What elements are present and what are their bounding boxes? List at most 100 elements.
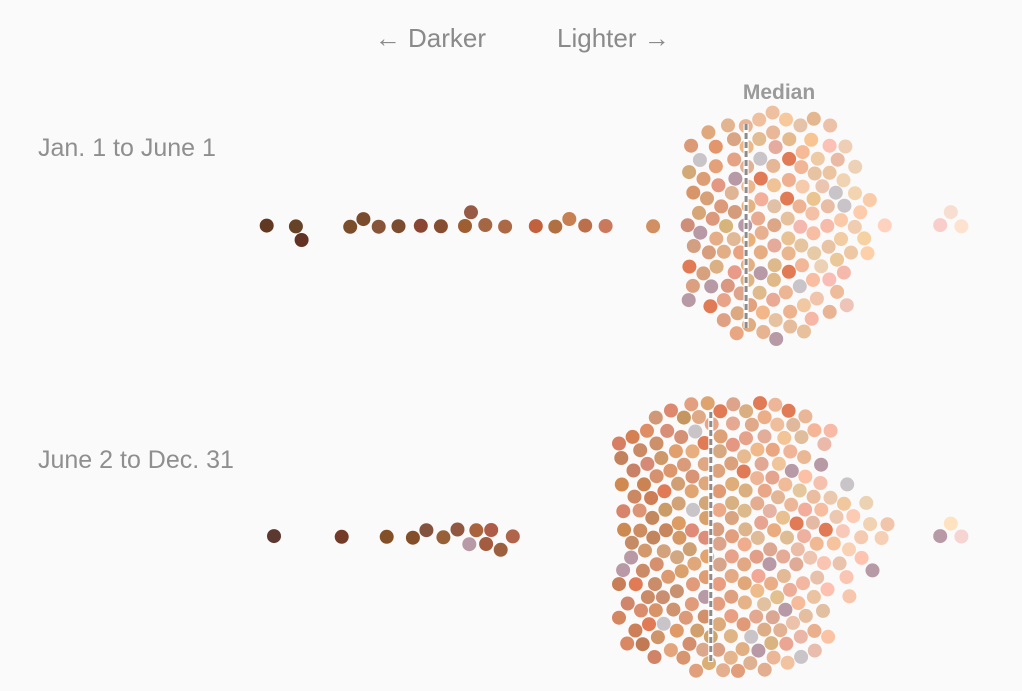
data-point	[688, 424, 703, 439]
data-point	[685, 444, 700, 459]
data-point	[671, 496, 686, 511]
data-point	[778, 477, 793, 492]
data-point	[754, 192, 769, 207]
data-point	[663, 463, 678, 478]
data-point	[288, 219, 303, 234]
data-point	[686, 502, 700, 517]
data-point	[704, 279, 719, 294]
data-point	[818, 522, 833, 537]
data-point	[469, 523, 484, 538]
data-point	[724, 609, 739, 624]
data-point	[676, 410, 691, 425]
data-point	[779, 112, 793, 127]
data-point	[739, 431, 753, 446]
data-point	[724, 549, 739, 564]
data-point	[405, 530, 420, 545]
data-point	[814, 457, 829, 472]
axis-label-lighter: Lighter →	[557, 23, 670, 53]
dots-layer	[259, 105, 969, 678]
median-layer	[708, 124, 749, 662]
data-point	[783, 444, 798, 459]
data-point	[820, 218, 835, 233]
data-point	[725, 437, 740, 452]
data-point	[713, 429, 728, 444]
data-point	[450, 522, 465, 537]
data-point	[727, 205, 742, 219]
data-point	[343, 219, 358, 234]
data-point	[711, 642, 726, 657]
data-point	[762, 504, 777, 518]
data-point	[778, 285, 793, 300]
data-point	[686, 577, 700, 592]
data-point	[792, 483, 807, 498]
data-point	[757, 483, 772, 498]
data-point	[786, 615, 800, 630]
data-point	[720, 278, 735, 293]
data-point	[794, 430, 809, 445]
data-point	[632, 503, 647, 518]
data-point	[770, 590, 785, 605]
data-point	[458, 219, 472, 233]
data-point	[806, 589, 821, 604]
data-point	[379, 529, 394, 544]
data-point	[391, 219, 406, 234]
data-point	[767, 199, 782, 214]
data-point	[730, 306, 745, 321]
data-point	[798, 469, 813, 484]
data-point	[371, 219, 386, 234]
data-point	[725, 477, 740, 491]
data-point	[750, 583, 765, 598]
data-point	[684, 138, 699, 153]
data-point	[674, 564, 689, 579]
data-point	[767, 218, 782, 233]
data-point	[854, 550, 869, 565]
data-point	[479, 537, 494, 551]
data-point	[776, 549, 791, 564]
data-point	[612, 436, 626, 451]
data-point	[716, 244, 731, 259]
data-point	[865, 563, 880, 578]
data-point	[649, 469, 664, 484]
data-point	[784, 463, 799, 478]
data-point	[685, 469, 700, 484]
data-point	[682, 542, 697, 557]
data-point	[837, 198, 852, 213]
data-point	[635, 563, 650, 578]
data-point	[736, 464, 751, 479]
data-point	[839, 570, 854, 585]
data-point	[776, 569, 791, 583]
data-point	[765, 105, 780, 120]
data-point	[712, 503, 727, 517]
data-point	[628, 577, 643, 592]
data-point	[663, 643, 678, 658]
data-point	[716, 313, 731, 328]
data-point	[713, 404, 728, 419]
data-point	[933, 529, 948, 544]
data-point	[635, 637, 650, 652]
data-point	[793, 629, 808, 644]
data-point	[696, 171, 711, 186]
data-point	[674, 430, 689, 444]
data-point	[753, 396, 767, 411]
data-point	[711, 463, 726, 478]
data-point	[505, 529, 520, 544]
data-point	[815, 179, 830, 194]
data-point	[750, 496, 765, 511]
data-point	[738, 522, 753, 537]
data-point	[712, 444, 727, 459]
data-point	[792, 199, 807, 214]
data-point	[769, 332, 784, 346]
data-point	[749, 549, 764, 564]
data-point	[795, 258, 809, 273]
data-point	[684, 597, 699, 612]
data-point	[795, 145, 810, 160]
data-point	[578, 218, 593, 233]
data-point	[757, 410, 772, 425]
data-point	[751, 569, 766, 583]
data-point	[857, 231, 872, 246]
data-point	[839, 298, 854, 313]
data-point	[737, 595, 752, 610]
data-point	[766, 292, 781, 307]
data-point	[755, 305, 770, 320]
